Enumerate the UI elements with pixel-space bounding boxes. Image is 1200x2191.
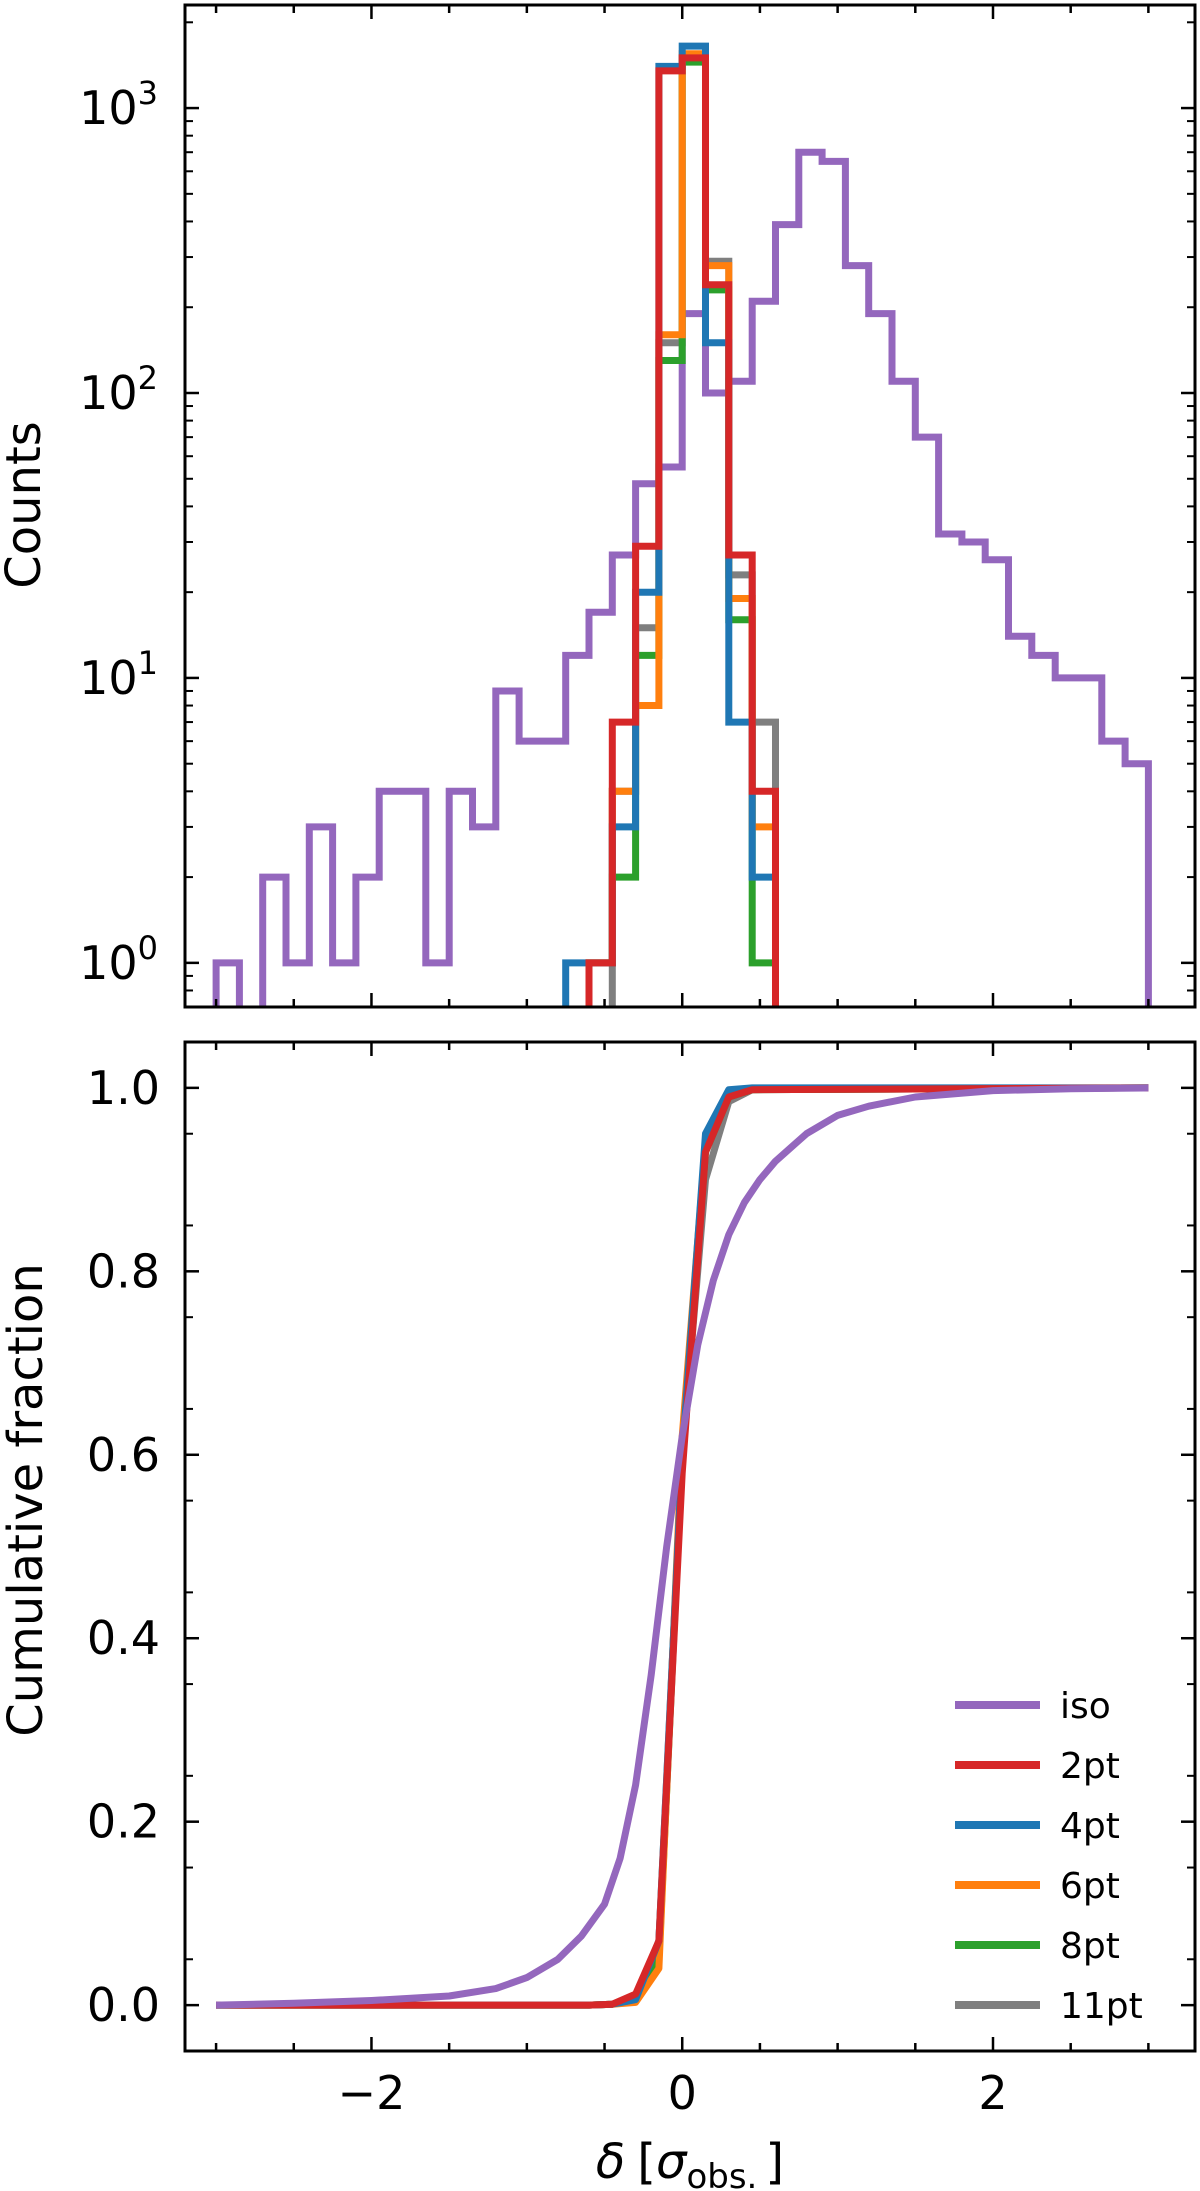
histogram-plot-area xyxy=(212,42,1152,1007)
legend-label: 6pt xyxy=(1060,1866,1120,1907)
bottom-y-tick-label: 1.0 xyxy=(87,1061,160,1115)
legend-entry-iso: iso xyxy=(955,1686,1111,1727)
histogram-series-2pt xyxy=(585,54,779,1007)
bottom-x-tick-label: 2 xyxy=(978,2066,1007,2120)
bottom-y-tick-label: 0.4 xyxy=(87,1611,160,1665)
legend-entry-6pt: 6pt xyxy=(955,1866,1120,1907)
cumulative-series-2pt xyxy=(216,1084,1149,2009)
legend-label: iso xyxy=(1060,1686,1111,1727)
top-y-tick-label: 103 xyxy=(79,74,158,135)
legend-entry-2pt: 2pt xyxy=(955,1746,1120,1787)
bottom-panel-cumulative: −2 0 2 0.0 0.2 0.4 0.6 0.8 1.0 Cumulative fracti… xyxy=(0,1040,1197,2191)
x-label-delta: δ xyxy=(596,2134,625,2190)
x-label-sigma: σ xyxy=(656,2134,688,2190)
legend-entry-11pt: 11pt xyxy=(955,1986,1143,2027)
x-label-open-bracket: [ xyxy=(637,2134,656,2190)
top-y-tick-label: 101 xyxy=(79,644,158,705)
cumulative-series-iso xyxy=(216,1084,1149,2009)
legend-label: 2pt xyxy=(1060,1746,1120,1787)
bottom-x-tick-label: 0 xyxy=(668,2066,697,2120)
cumulative-plot-area xyxy=(216,1084,1149,2009)
legend-label: 8pt xyxy=(1060,1926,1120,1967)
x-label-close-bracket: ] xyxy=(765,2134,784,2190)
legend-label: 11pt xyxy=(1060,1986,1143,2027)
x-label-subscript: obs. xyxy=(686,2157,757,2191)
legend-entry-4pt: 4pt xyxy=(955,1806,1120,1847)
legend-entry-8pt: 8pt xyxy=(955,1926,1120,1967)
cumulative-axes: −2 0 2 0.0 0.2 0.4 0.6 0.8 1.0 xyxy=(87,1040,1197,2120)
top-y-tick-label: 100 xyxy=(79,929,158,990)
legend: iso 2pt 4pt 6pt 8pt 11pt xyxy=(955,1686,1143,2027)
legend-label: 4pt xyxy=(1060,1806,1120,1847)
bottom-x-axis-label: δ [σobs.] xyxy=(596,2134,784,2191)
bottom-x-tick-label: −2 xyxy=(338,2066,406,2120)
bottom-y-axis-label: Cumulative fraction xyxy=(0,1263,54,1737)
top-y-axis-label: Counts xyxy=(0,421,52,589)
histogram-axes: 100 101 102 103 xyxy=(79,3,1197,1009)
bottom-y-tick-label: 0.0 xyxy=(87,1978,160,2032)
top-y-tick-label: 102 xyxy=(79,359,158,420)
bottom-y-tick-label: 0.2 xyxy=(87,1795,160,1849)
top-panel-histogram: 100 101 102 103 Counts xyxy=(0,3,1197,1009)
bottom-axes-frame xyxy=(183,1040,1197,2053)
bottom-y-tick-label: 0.6 xyxy=(87,1428,160,1482)
bottom-y-tick-label: 0.8 xyxy=(87,1244,160,1298)
